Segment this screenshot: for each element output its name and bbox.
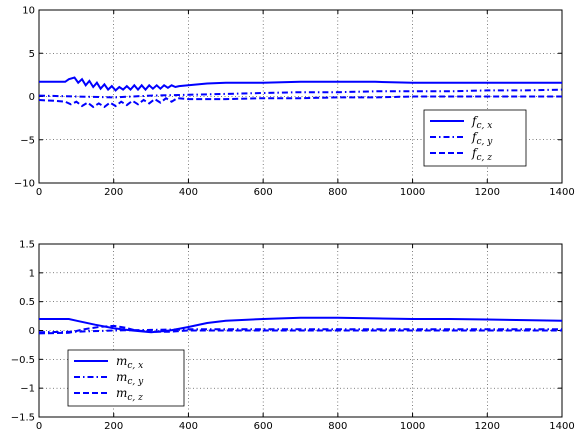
series-line-2 [39, 328, 562, 334]
legend: fc, xfc, yfc, z [423, 109, 527, 167]
subplot-2: 0 200 400 600 800 1000 1200 1400 1.5 1 0.5 0 −0.5 −1 −… [11, 240, 575, 433]
series-line-2 [39, 88, 562, 99]
legend-label: fc, z [471, 146, 492, 163]
series-line-3 [39, 324, 562, 335]
y-tick-label: 0 [29, 326, 35, 337]
legend-label-main: f [471, 130, 479, 144]
x-tick-label: 0 [36, 187, 42, 198]
legend-box [423, 109, 527, 167]
y-tick-label: −10 [14, 179, 35, 190]
legend-label-sub: c, y [127, 377, 144, 387]
y-tick-label: 1 [29, 268, 35, 279]
series-line-1 [39, 76, 562, 92]
y-tick-label: 0 [29, 92, 35, 103]
y-tick-label: 5 [29, 49, 35, 60]
y-tick-label: 1.5 [19, 240, 35, 251]
series-line-1 [39, 316, 562, 334]
y-tick-label: 0.5 [19, 297, 35, 308]
y-tick-label: −0.5 [11, 355, 35, 366]
legend-label-sub: c, z [476, 153, 492, 163]
legend-box [67, 349, 185, 407]
x-tick-label: 800 [328, 187, 347, 198]
x-tick-label: 400 [179, 187, 198, 198]
x-tick-label: 600 [254, 421, 273, 432]
legend-label-sub: c, x [127, 361, 143, 371]
legend: mc, xmc, ymc, z [67, 349, 185, 407]
x-tick-label: 400 [179, 421, 198, 432]
legend-label: mc, z [116, 386, 143, 403]
x-tick-label: 1200 [475, 187, 500, 198]
legend-label: mc, y [116, 370, 144, 387]
legend-label-main: f [471, 146, 479, 160]
x-tick-label: 1400 [549, 187, 574, 198]
legend-label: fc, y [471, 130, 493, 147]
x-tick-label: 800 [328, 421, 347, 432]
legend-label-main: m [116, 386, 127, 400]
legend-label-sub: c, z [127, 393, 143, 403]
legend-label-sub: c, x [476, 121, 492, 131]
x-tick-label: 200 [104, 187, 123, 198]
x-tick-label: 1000 [400, 421, 425, 432]
x-tick-label: 0 [36, 421, 42, 432]
legend-label-sub: c, y [476, 137, 493, 147]
y-tick-label: 10 [22, 6, 35, 17]
legend-label: mc, x [116, 354, 143, 371]
legend-label-main: m [116, 354, 127, 368]
x-tick-label: 1000 [400, 187, 425, 198]
legend-label: fc, x [471, 114, 492, 131]
y-tick-label: −1.5 [11, 413, 35, 424]
x-tick-label: 1400 [549, 421, 574, 432]
x-tick-label: 600 [254, 187, 273, 198]
legend-label-main: f [471, 114, 479, 128]
y-tick-label: −1 [20, 384, 35, 395]
legend-label-main: m [116, 370, 127, 384]
x-tick-label: 1200 [475, 421, 500, 432]
series-line-3 [39, 95, 562, 109]
y-tick-label: −5 [20, 135, 35, 146]
x-tick-label: 200 [104, 421, 123, 432]
